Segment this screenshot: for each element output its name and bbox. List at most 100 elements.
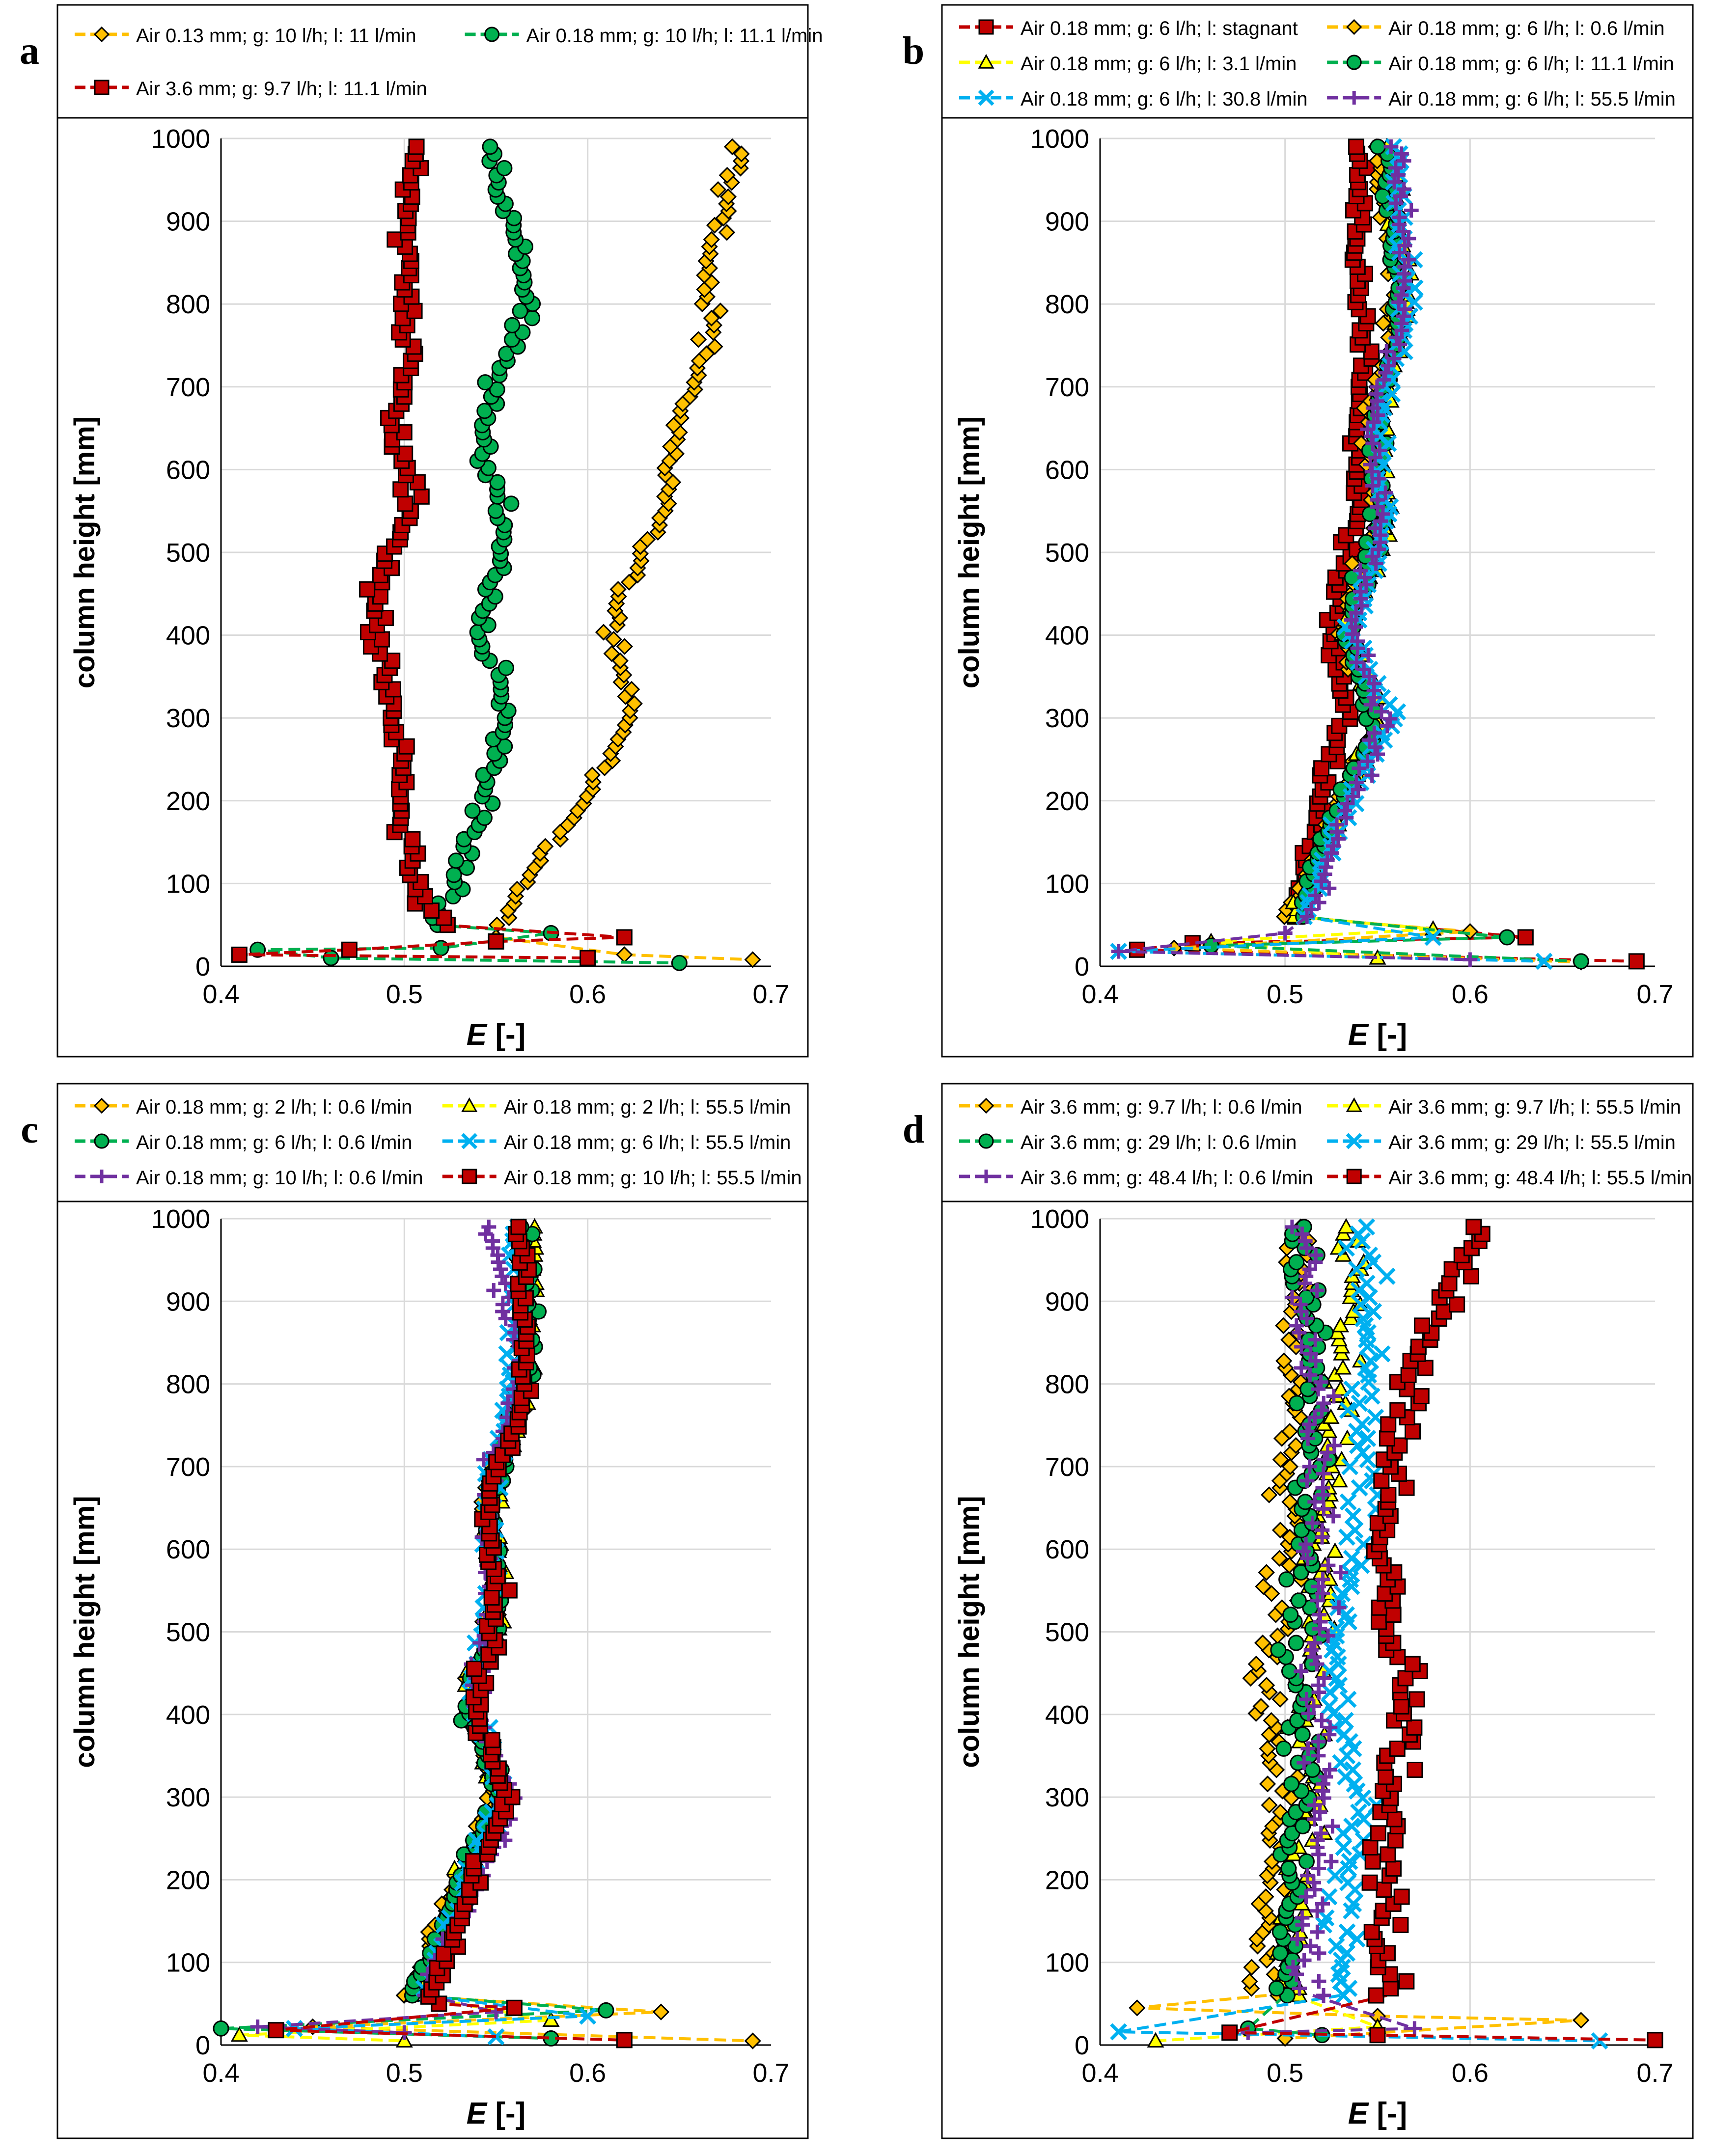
data-point — [1313, 1374, 1328, 1390]
x-tick-label: 0.4 — [1081, 2058, 1118, 2088]
y-tick-label: 100 — [166, 869, 210, 899]
y-tick-label: 400 — [166, 1700, 210, 1730]
data-point — [598, 2002, 614, 2019]
data-point — [1320, 1445, 1335, 1460]
data-point — [231, 946, 248, 963]
data-point — [1289, 1318, 1304, 1333]
x-tick-label: 0.6 — [569, 980, 606, 1009]
data-point — [1385, 1860, 1402, 1877]
data-point — [1378, 1769, 1394, 1785]
y-tick-label: 1000 — [1030, 124, 1089, 154]
data-point — [1339, 1874, 1357, 1891]
data-point — [1303, 1346, 1318, 1362]
data-point — [1362, 1839, 1379, 1856]
data-point — [1463, 952, 1478, 967]
data-point — [1298, 1233, 1313, 1249]
data-point — [1261, 1486, 1278, 1503]
data-point — [1259, 1775, 1276, 1793]
data-point — [1293, 1297, 1308, 1312]
data-point — [1281, 1493, 1298, 1510]
data-point — [1299, 1424, 1315, 1439]
data-point — [1353, 1556, 1370, 1574]
data-point — [493, 1261, 508, 1277]
x-tick-label: 0.4 — [202, 980, 239, 1009]
data-point — [1647, 2032, 1663, 2048]
x-axis-title: E [-] — [467, 2097, 526, 2130]
legend-item: Air 0.18 mm; g: 6 l/h; l: 0.6 l/min — [1327, 18, 1665, 39]
data-point — [1243, 1959, 1260, 1976]
data-point — [616, 929, 633, 946]
legend-marker — [462, 1169, 477, 1184]
x-axis-title-unit: [-] — [487, 2097, 525, 2130]
y-tick-label: 0 — [195, 2031, 210, 2060]
data-point — [1406, 1719, 1423, 1736]
data-point — [1396, 182, 1411, 197]
data-point — [323, 950, 339, 966]
data-point — [1312, 1607, 1327, 1622]
data-point — [718, 166, 736, 184]
data-point — [1401, 252, 1416, 268]
data-point — [508, 880, 526, 898]
data-point — [501, 1582, 518, 1599]
data-point — [1339, 1493, 1357, 1511]
data-point — [1413, 1388, 1430, 1404]
data-point — [1311, 1748, 1326, 1763]
data-point — [583, 766, 601, 784]
legend-item: Air 3.6 mm; g: 9.7 l/h; l: 11.1 l/min — [75, 78, 427, 100]
data-point — [1309, 1283, 1325, 1298]
series-line — [1118, 915, 1470, 961]
data-point — [1398, 1479, 1415, 1496]
legend-marker — [979, 1170, 993, 1183]
x-axis-title-symbol: E — [1348, 2097, 1369, 2130]
data-point — [1370, 746, 1385, 762]
panel-a: a 0.4 0.5 0.6 0.7 0 100 200 300 400 500 600 700 800 90… — [20, 4, 823, 1058]
y-tick-label: 200 — [1045, 1865, 1089, 1895]
data-point — [1282, 1607, 1299, 1623]
data-point — [1308, 888, 1323, 903]
legend-marker — [461, 1097, 478, 1112]
data-point — [1573, 953, 1589, 970]
y-axis-title: column height [mm] — [69, 416, 101, 688]
data-point — [268, 2022, 284, 2039]
data-point — [1298, 1537, 1314, 1552]
y-tick-label: 900 — [166, 207, 210, 237]
legend-label: Air 0.18 mm; g: 6 l/h; l: 55.5 l/min — [504, 1132, 791, 1153]
data-point — [1376, 1882, 1392, 1898]
data-point — [1465, 1219, 1482, 1235]
data-point — [1311, 1382, 1326, 1397]
data-point — [1325, 1819, 1340, 1834]
data-point — [1348, 138, 1364, 155]
legend-marker — [978, 89, 994, 106]
data-point — [616, 638, 634, 655]
data-point — [1386, 351, 1402, 366]
data-point — [1271, 1550, 1288, 1567]
y-tick-label: 800 — [166, 290, 210, 319]
x-axis-title: E [-] — [1348, 1018, 1408, 1052]
data-point — [1337, 1218, 1355, 1234]
data-point — [1295, 1227, 1310, 1242]
data-point — [1358, 1218, 1376, 1236]
data-point — [709, 181, 727, 198]
data-point — [1370, 1825, 1386, 1842]
panel-b: b 0.4 0.5 0.6 0.7 0 100 200 300 400 500 600 700 800 90… — [903, 4, 1694, 1058]
y-tick-label: 100 — [166, 1948, 210, 1978]
data-point — [1387, 1832, 1404, 1849]
data-point — [1332, 781, 1349, 798]
data-point — [1379, 344, 1394, 359]
data-point — [1405, 1423, 1421, 1440]
data-point — [1314, 1713, 1329, 1728]
data-point — [1129, 1999, 1146, 2017]
x-axis-title-unit: [-] — [487, 1018, 525, 1052]
data-point — [448, 852, 465, 869]
data-point — [1348, 1930, 1366, 1948]
data-point — [408, 138, 425, 155]
data-point — [1344, 1761, 1362, 1778]
data-point — [1280, 1860, 1297, 1877]
data-point — [1338, 1239, 1355, 1257]
data-point — [1298, 1889, 1314, 1904]
y-tick-label: 600 — [1045, 1535, 1089, 1564]
data-point — [1295, 1910, 1310, 1926]
data-point — [1389, 1740, 1406, 1757]
data-point — [1292, 1325, 1307, 1340]
x-axis-title-unit: [-] — [1368, 2097, 1407, 2130]
